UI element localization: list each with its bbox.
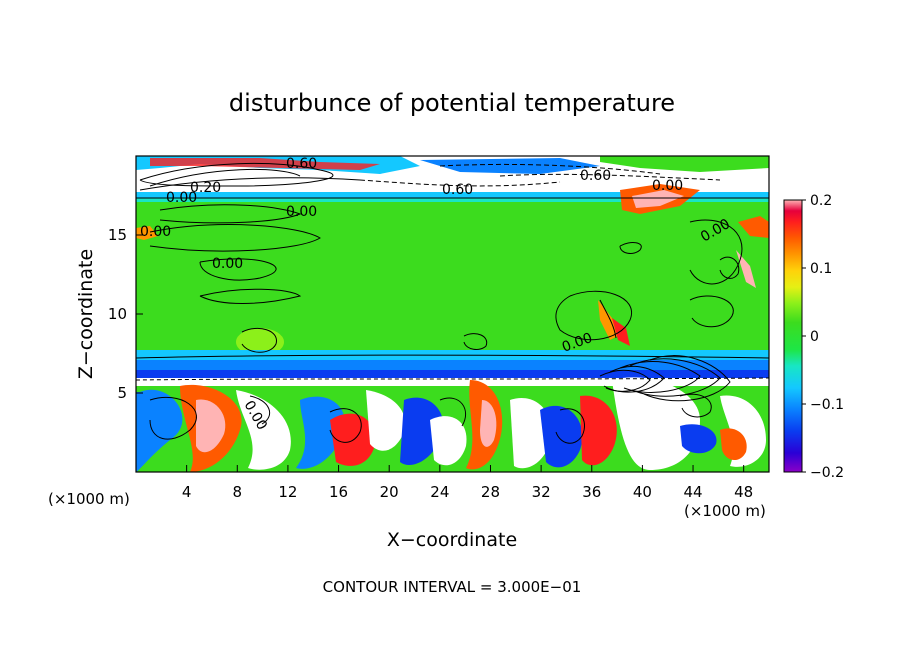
x-axis-label: X−coordinate [387, 529, 517, 551]
colorbar-tick-label: 0 [810, 329, 819, 345]
mid-orange-streak [598, 300, 618, 340]
colorbar-tick-label: 0.2 [810, 193, 832, 209]
cold-layer-blue [136, 360, 769, 372]
colorbar-ticks: 0.2 0.1 0 −0.1 −0.2 [802, 193, 844, 481]
y-tick-label: 10 [108, 305, 127, 323]
contour-label: 0.60 [580, 168, 611, 184]
x-axis: 4 8 12 16 20 24 28 32 36 40 44 48 [182, 465, 753, 501]
y-tick-label: 15 [108, 226, 127, 244]
contour-label: 0.00 [140, 224, 171, 240]
colorbar [783, 199, 803, 473]
contour-label: 0.00 [652, 178, 683, 194]
tropopause-green [136, 198, 769, 202]
contour-label: 0.00 [166, 190, 197, 206]
y-axis-label: Z−coordinate [75, 249, 97, 379]
chart-title: disturbunce of potential temperature [229, 89, 675, 117]
lower-eddies [136, 377, 766, 472]
x-tick-label: 40 [633, 483, 652, 501]
mid-red-streak [612, 318, 630, 346]
x-tick-label: 24 [430, 483, 449, 501]
x-tick-label: 8 [233, 483, 243, 501]
x-tick-label: 12 [278, 483, 297, 501]
x-tick-label: 44 [683, 483, 702, 501]
contour-interval-note: CONTOUR INTERVAL = 3.000E−01 [323, 578, 582, 596]
upper-band-blue [420, 158, 600, 174]
contour-lines [136, 162, 769, 444]
upper-band-red [150, 158, 380, 170]
y-axis: 5 10 15 [108, 226, 143, 402]
colorbar-tick-label: 0.1 [810, 261, 832, 277]
x-tick-label: 28 [481, 483, 500, 501]
x-tick-label: 4 [182, 483, 192, 501]
upper-hotspot-core [632, 190, 684, 208]
contour-label: 0.60 [286, 156, 317, 172]
edge-spot-right [738, 216, 769, 238]
cold-layer-white [136, 378, 769, 386]
contour-label: 0.00 [212, 256, 243, 272]
colorbar-tick-label: −0.2 [810, 465, 844, 481]
tropopause-cyan [136, 192, 769, 198]
plot-area: 0.60 0.20 0.00 0.60 0.60 0.00 0.00 0.00 … [136, 156, 769, 472]
cold-layer-deep [136, 370, 769, 378]
upper-band-green-right [600, 156, 769, 172]
edge-spot-left [136, 226, 158, 240]
x-tick-label: 36 [582, 483, 601, 501]
mid-pink-streak [736, 250, 756, 288]
x-unit-right: (×1000 m) [684, 502, 766, 520]
x-unit-left: (×1000 m) [48, 490, 130, 508]
x-tick-label: 20 [380, 483, 399, 501]
contour-label: 0.00 [286, 204, 317, 220]
x-tick-label: 16 [329, 483, 348, 501]
colorbar-tick-label: −0.1 [810, 397, 844, 413]
contour-label: 0.60 [442, 182, 473, 198]
y-tick-label: 5 [117, 384, 127, 402]
contour-label: 0.20 [190, 180, 221, 196]
x-tick-label: 32 [532, 483, 551, 501]
x-tick-label: 48 [734, 483, 753, 501]
cold-layer-cyan [136, 350, 769, 362]
